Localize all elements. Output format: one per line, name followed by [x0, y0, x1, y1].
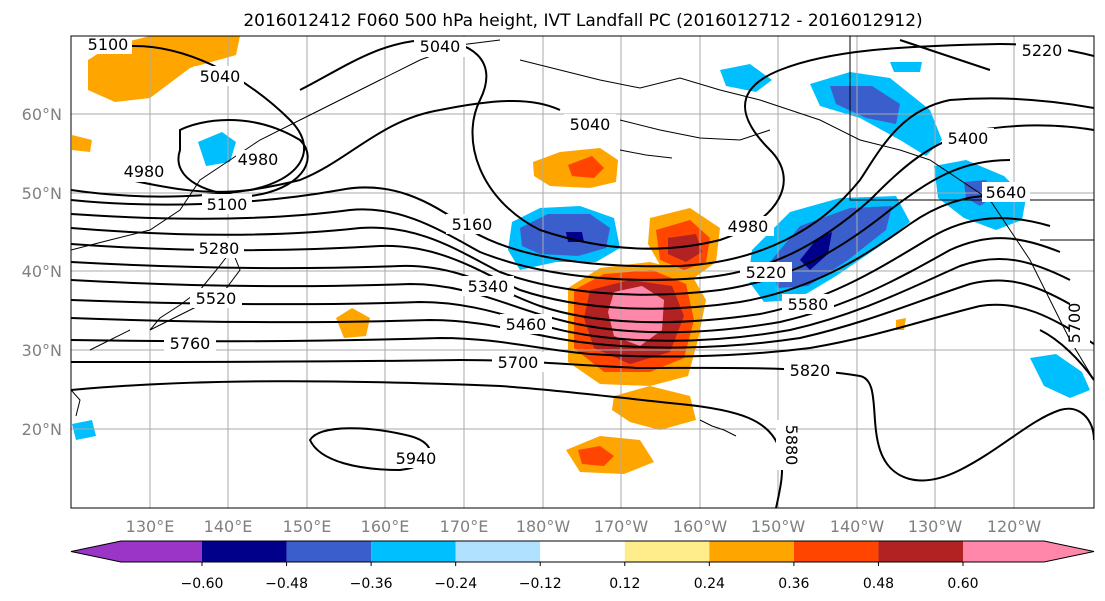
colorbar-tick-label: −0.48 [265, 576, 308, 592]
shade-region [668, 234, 702, 262]
lat-tick-label: 40°N [22, 262, 62, 281]
contour-label: 4980 [124, 162, 165, 181]
shade-region [612, 386, 696, 430]
lon-tick-label: 160°E [361, 517, 410, 536]
shade-region [578, 446, 614, 466]
lon-tick-label: 170°E [440, 517, 489, 536]
lat-tick-label: 20°N [22, 420, 62, 439]
lon-tick-label: 140°W [830, 517, 885, 536]
contour-label: 5160 [452, 215, 493, 234]
colorbar-segment [371, 541, 456, 562]
lat-tick-label: 30°N [22, 341, 62, 360]
graticule [71, 36, 1094, 508]
shade-region [198, 132, 236, 166]
figure-title: 2016012412 F060 500 hPa height, IVT Land… [243, 11, 922, 31]
colorbar-tick-label: 0.36 [778, 576, 809, 592]
contour-label: 5100 [207, 195, 248, 214]
contour-label: 5700 [1065, 303, 1084, 344]
lon-tick-label: 120°W [987, 517, 1042, 536]
lon-tick-label: 140°E [204, 517, 253, 536]
colorbar-segment [455, 541, 541, 562]
lat-tick-label: 50°N [22, 184, 62, 203]
contour-label: 5640 [986, 183, 1027, 202]
shade-region [1030, 354, 1090, 398]
lon-tick-label: 150°W [751, 517, 806, 536]
contour-label: 5040 [420, 37, 461, 56]
contour-label: 4980 [238, 150, 279, 169]
colorbar-tick-label: 0.48 [863, 576, 894, 592]
lon-tick-label: 150°E [283, 517, 332, 536]
colorbar-segment [624, 541, 710, 562]
colorbar-tick-label: −0.12 [519, 576, 562, 592]
contour-label: 5280 [199, 239, 240, 258]
contour-label: 5040 [200, 67, 241, 86]
lon-tick-label: 160°W [673, 517, 728, 536]
shade-region [72, 420, 96, 440]
contour-label: 5400 [948, 129, 989, 148]
contour-label: 5880 [782, 425, 801, 466]
colorbar-tick-label: −0.24 [434, 576, 477, 592]
colorbar-tick-label: −0.36 [350, 576, 393, 592]
lat-tick-label: 60°N [22, 105, 62, 124]
map-panel: 5100 5040 5040 4980 4980 5040 5100 5280 … [70, 35, 1095, 509]
shade-region [336, 308, 370, 338]
colorbar-segment [286, 541, 372, 562]
contour-label: 5460 [506, 315, 547, 334]
shade-region [800, 232, 832, 270]
contour-label: 5040 [570, 115, 611, 134]
colorbar-tick-label: 0.24 [694, 576, 725, 592]
lon-tick-label: 130°W [908, 517, 963, 536]
latitude-labels: 60°N 50°N 40°N 30°N 20°N [22, 105, 62, 439]
contour-label: 4980 [728, 217, 769, 236]
contour-label: 5940 [396, 449, 437, 468]
colorbar-segment [202, 541, 287, 562]
shade-region [72, 135, 92, 152]
longitude-labels: 130°E 140°E 150°E 160°E 170°E 180°W 170°… [126, 517, 1042, 536]
shade-region [890, 62, 922, 72]
contour-label: 5220 [746, 263, 787, 282]
contour-label: 5220 [1022, 41, 1063, 60]
contour-label: 5340 [468, 277, 509, 296]
contour-label: 5580 [788, 295, 829, 314]
contour-labels: 5100 5040 5040 4980 4980 5040 5100 5280 … [84, 35, 1090, 470]
lon-tick-label: 130°E [126, 517, 175, 536]
colorbar-segment [71, 541, 202, 562]
colorbar-segment [793, 541, 879, 562]
colorbar-tick-label: −0.60 [181, 576, 224, 592]
shade-region [720, 64, 772, 92]
colorbar-segment [878, 541, 963, 562]
colorbar-segment [540, 541, 625, 562]
colorbar-segment [709, 541, 794, 562]
contour-label: 5820 [790, 361, 831, 380]
contour-label: 5700 [498, 353, 539, 372]
colorbar-segment [963, 541, 1094, 562]
contour-label: 5760 [170, 334, 211, 353]
contour-label: 5100 [88, 35, 129, 54]
lon-tick-label: 170°W [594, 517, 649, 536]
colorbar: −0.60 −0.48 −0.36 −0.24 −0.12 0.12 0.24 0.36 0.4… [70, 540, 1095, 592]
colorbar-tick-label: 0.60 [947, 576, 978, 592]
shade-region [568, 156, 604, 178]
contour-label: 5520 [196, 289, 237, 308]
height-contours [71, 38, 1094, 508]
colorbar-tick-label: 0.12 [609, 576, 640, 592]
lon-tick-label: 180°W [516, 517, 571, 536]
